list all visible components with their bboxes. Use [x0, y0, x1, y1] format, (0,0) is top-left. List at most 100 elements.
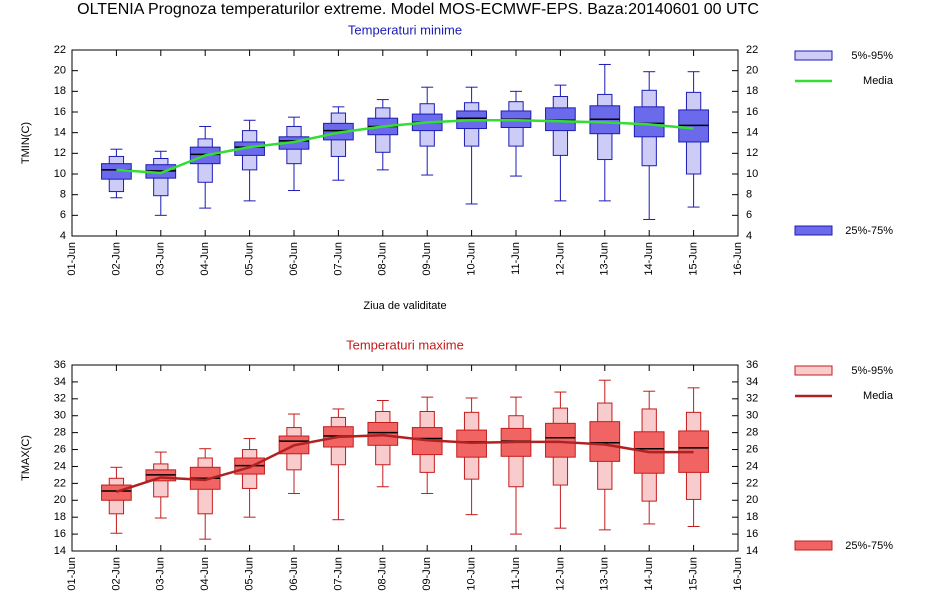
inner-box	[367, 421, 399, 446]
y-tick-label: 18	[746, 85, 758, 97]
y-tick-label: 8	[60, 189, 66, 201]
y-tick-label: 30	[54, 410, 66, 422]
x-tick-label: 03-Jun	[155, 242, 167, 276]
y-tick-label: 24	[54, 460, 66, 472]
y-tick-label: 10	[746, 168, 758, 180]
y-tick-label: 30	[746, 410, 758, 422]
legend-swatch	[794, 225, 833, 236]
x-tick-label: 14-Jun	[643, 242, 655, 276]
y-tick-label: 36	[746, 359, 758, 371]
y-axis-label: TMAX(C)	[20, 435, 32, 481]
y-tick-label: 16	[54, 106, 66, 118]
y-tick-label: 20	[746, 65, 758, 77]
x-tick-label: 13-Jun	[599, 557, 611, 591]
y-tick-label: 14	[54, 127, 66, 139]
y-tick-label: 14	[54, 545, 66, 557]
x-tick-label: 04-Jun	[199, 242, 211, 276]
x-tick-label: 03-Jun	[155, 557, 167, 591]
x-tick-label: 05-Jun	[244, 242, 256, 276]
x-tick-label: 06-Jun	[288, 242, 300, 276]
x-axis-label: Ziua de validitate	[363, 300, 446, 312]
y-tick-label: 20	[54, 65, 66, 77]
chart-title: Temperaturi minime	[348, 22, 462, 37]
y-tick-label: 18	[746, 511, 758, 523]
inner-box	[633, 106, 665, 138]
y-tick-label: 24	[746, 460, 758, 472]
y-tick-label: 22	[54, 44, 66, 56]
x-tick-label: 14-Jun	[643, 557, 655, 591]
inner-box	[589, 421, 621, 462]
legend-label: 25%-75%	[845, 540, 893, 552]
inner-box	[545, 107, 576, 132]
legend-label: 5%-95%	[851, 50, 893, 62]
legend-label: 25%-75%	[845, 225, 893, 237]
x-tick-label: 09-Jun	[421, 242, 433, 276]
y-tick-label: 4	[60, 230, 66, 242]
y-tick-label: 34	[54, 376, 66, 388]
y-tick-label: 16	[54, 528, 66, 540]
y-tick-label: 32	[746, 393, 758, 405]
y-tick-label: 32	[54, 393, 66, 405]
y-tick-label: 16	[746, 528, 758, 540]
legend-label: Media	[863, 75, 894, 87]
y-tick-label: 28	[746, 427, 758, 439]
x-tick-label: 13-Jun	[599, 242, 611, 276]
y-tick-label: 12	[746, 147, 758, 159]
x-tick-label: 09-Jun	[421, 557, 433, 591]
legend-label: 5%-95%	[851, 365, 893, 377]
plot-frame	[71, 364, 739, 552]
y-tick-label: 8	[746, 189, 752, 201]
x-tick-label: 06-Jun	[288, 557, 300, 591]
x-tick-label: 02-Jun	[110, 557, 122, 591]
page-title: OLTENIA Prognoza temperaturilor extreme.…	[77, 1, 759, 18]
x-tick-label: 11-Jun	[510, 242, 522, 275]
legend-swatch	[794, 50, 833, 61]
y-tick-label: 18	[54, 511, 66, 523]
x-tick-label: 10-Jun	[466, 557, 478, 591]
x-tick-label: 05-Jun	[244, 557, 256, 591]
y-tick-label: 22	[54, 477, 66, 489]
x-tick-label: 07-Jun	[332, 557, 344, 591]
x-tick-label: 02-Jun	[110, 242, 122, 276]
x-tick-label: 04-Jun	[199, 557, 211, 591]
y-axis-label: TMIN(C)	[20, 122, 32, 164]
y-tick-label: 6	[746, 209, 752, 221]
x-tick-label: 07-Jun	[332, 242, 344, 276]
y-tick-label: 34	[746, 376, 758, 388]
legend-label: Media	[863, 390, 894, 402]
y-tick-label: 12	[54, 147, 66, 159]
x-tick-label: 11-Jun	[510, 557, 522, 590]
inner-box	[545, 422, 576, 458]
mean-line	[116, 433, 694, 494]
y-tick-label: 20	[54, 494, 66, 506]
y-tick-label: 16	[746, 106, 758, 118]
x-tick-label: 08-Jun	[377, 242, 389, 276]
x-tick-label: 16-Jun	[732, 242, 744, 276]
x-tick-label: 12-Jun	[554, 242, 566, 276]
y-tick-label: 10	[54, 168, 66, 180]
plot-frame	[71, 49, 739, 237]
y-tick-label: 22	[746, 44, 758, 56]
chart-title: Temperaturi maxime	[346, 337, 464, 352]
x-tick-label: 01-Jun	[66, 242, 78, 276]
x-tick-label: 15-Jun	[688, 557, 700, 591]
y-tick-label: 26	[746, 443, 758, 455]
y-tick-label: 18	[54, 85, 66, 97]
x-tick-label: 10-Jun	[466, 242, 478, 276]
x-tick-label: 01-Jun	[66, 557, 78, 591]
y-tick-label: 22	[746, 477, 758, 489]
legend-swatch	[794, 540, 833, 551]
y-tick-label: 14	[746, 127, 758, 139]
y-tick-label: 36	[54, 359, 66, 371]
x-tick-label: 16-Jun	[732, 557, 744, 591]
x-tick-label: 12-Jun	[554, 557, 566, 591]
y-tick-label: 14	[746, 545, 758, 557]
mean-line	[116, 119, 694, 175]
legend-swatch	[794, 365, 833, 376]
y-tick-label: 6	[60, 209, 66, 221]
x-tick-label: 08-Jun	[377, 557, 389, 591]
x-tick-label: 15-Jun	[688, 242, 700, 276]
y-tick-label: 20	[746, 494, 758, 506]
y-tick-label: 28	[54, 427, 66, 439]
